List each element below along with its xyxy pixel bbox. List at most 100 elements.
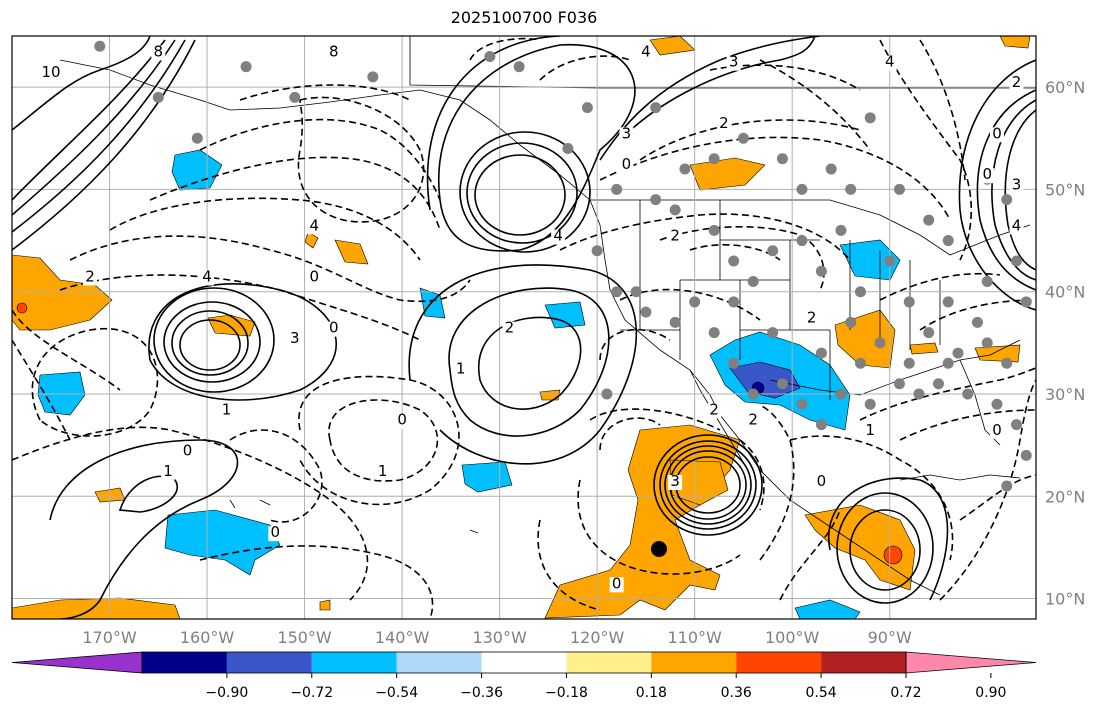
station-dot [854, 357, 866, 369]
map-frame [11, 35, 1037, 620]
station-dot [923, 327, 935, 339]
station-dot [1001, 480, 1013, 492]
station-dot [845, 316, 857, 328]
contour-label-bg [668, 475, 683, 491]
colorbar-segment [821, 652, 906, 673]
contour-label: 0 [310, 267, 320, 285]
contour-label: 3 [670, 472, 680, 490]
colorbar-segment [481, 652, 567, 673]
lon-tick-label: 170°W [82, 628, 137, 647]
contour-label-bg [395, 413, 410, 429]
contour-label: 3 [622, 124, 632, 142]
contour-label: 4 [202, 267, 212, 285]
station-dot [689, 296, 701, 308]
contour-label-bg [375, 464, 390, 480]
shaded-fields [12, 36, 1031, 619]
contour-label-bg [814, 475, 829, 491]
colorbar-segment [566, 652, 652, 673]
station-dots [94, 40, 1032, 492]
station-dot [679, 163, 691, 175]
colorbar-segment [396, 652, 482, 673]
contour-label-bg [219, 403, 234, 419]
contour-label: 3 [290, 329, 300, 347]
contour-label-bg [502, 321, 517, 337]
station-dot [484, 50, 496, 62]
colorbar-tick-label: −0.54 [375, 685, 418, 701]
station-dot [650, 194, 662, 206]
lon-tick-label: 110°W [667, 628, 722, 647]
colorbar-extend-low [11, 651, 143, 674]
colorbar-tick-label: 0.36 [721, 685, 752, 701]
station-dot [562, 143, 574, 155]
contour-label-bg [989, 423, 1004, 439]
map-title: 2025100700 F036 [450, 8, 598, 27]
station-dot [581, 102, 593, 114]
contour-label-bg [746, 413, 761, 429]
station-dot [864, 398, 876, 410]
station-dot [942, 296, 954, 308]
contour-label-bg [307, 219, 322, 235]
contour-label-bg [161, 464, 176, 480]
contour-label: 4 [310, 216, 320, 234]
contour-label-bg [707, 403, 722, 419]
station-dot [767, 245, 779, 257]
contour-label-bg [989, 127, 1004, 143]
contour-label-bg [638, 45, 653, 61]
contour-label: 2 [709, 400, 719, 418]
contour-label: 4 [885, 53, 895, 71]
colorbar-tick-label: −0.90 [205, 685, 248, 701]
colorbar-segment [311, 652, 397, 673]
contour-label: 0 [271, 523, 281, 541]
contour-label-bg [804, 311, 819, 327]
contour-label: 2 [719, 114, 729, 132]
lon-tick-labels: 170°W 160°W 150°W 140°W 130°W 120°W 110°W 100°W… [82, 628, 912, 647]
contour-label-bg [326, 321, 341, 337]
colorbar-segment [651, 652, 737, 673]
station-dot [981, 337, 993, 349]
contour-label: 0 [817, 472, 827, 490]
contour-label-bg [180, 444, 195, 460]
solid-contours [12, 36, 1036, 619]
contour-label: 10 [41, 63, 60, 81]
lon-tick-label: 130°W [472, 628, 527, 647]
contour-label: 1 [222, 400, 232, 418]
lat-tick-label: 50°N [1045, 180, 1085, 199]
station-dot [913, 388, 925, 400]
station-dot [708, 224, 720, 236]
contour-label: 1 [456, 360, 466, 378]
station-dot [991, 398, 1003, 410]
contour-label: 0 [612, 574, 622, 592]
station-dot [815, 347, 827, 359]
lon-tick-label: 120°W [570, 628, 625, 647]
contour-label-bg [83, 270, 98, 286]
colorbar-outline [141, 651, 907, 674]
storm-center-marker [651, 541, 667, 557]
contour-label-bg [726, 55, 741, 71]
colorbar-extend-high [905, 651, 1037, 674]
colorbar-tick-label: −0.36 [460, 685, 503, 701]
lon-tick-label: 150°W [277, 628, 332, 647]
contour-label-bg [326, 45, 341, 61]
station-dot [94, 40, 106, 52]
contour-label: 8 [329, 42, 339, 60]
contour-label-bg [307, 270, 322, 286]
station-dot [367, 71, 379, 83]
station-dot [611, 183, 623, 195]
station-dot [845, 183, 857, 195]
contour-label: 4 [553, 227, 563, 245]
contour-label-bg [609, 577, 624, 593]
contour-label: 1 [163, 462, 173, 480]
contour-label: 3 [729, 53, 739, 71]
station-dot [601, 388, 613, 400]
station-dot [942, 235, 954, 247]
station-dot [1001, 194, 1013, 206]
lon-tick-label: 140°W [375, 628, 430, 647]
contour-label-bg [1009, 76, 1024, 92]
contour-label: 0 [992, 124, 1002, 142]
contour-label: 0 [397, 411, 407, 429]
station-dot [952, 347, 964, 359]
contour-label: 0 [622, 155, 632, 173]
contour-label-bg [287, 331, 302, 347]
lon-tick-label: 100°W [765, 628, 820, 647]
